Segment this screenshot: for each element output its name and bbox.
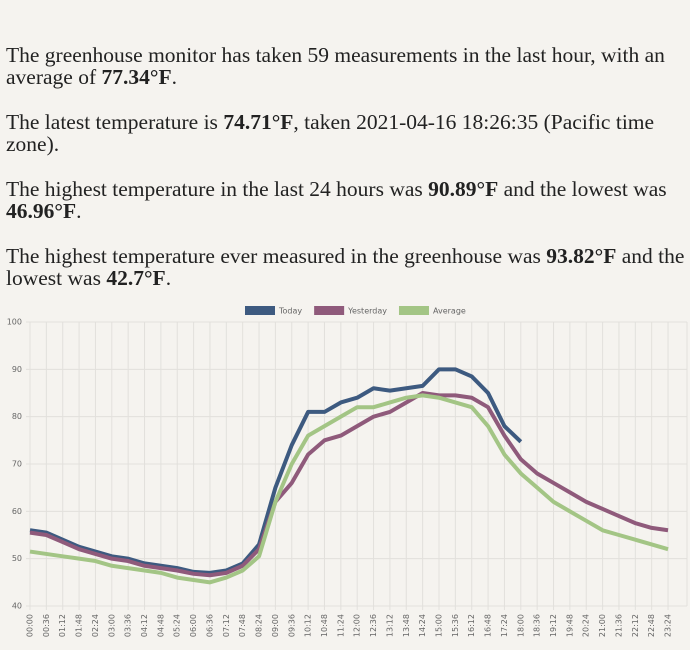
- x-tick-label: 08:24: [255, 614, 264, 637]
- x-tick-label: 21:36: [614, 614, 623, 637]
- series-line: [29, 391, 669, 578]
- summary: The greenhouse monitor has taken 59 meas…: [6, 44, 690, 312]
- x-tick-label: 15:36: [451, 614, 460, 637]
- x-tick-label: 18:36: [533, 614, 542, 637]
- y-tick-label: 40: [12, 602, 22, 611]
- x-tick-label: 12:36: [369, 614, 378, 637]
- x-tick-label: 10:12: [304, 614, 313, 637]
- chart: 40 50 60 70 80 90 100 00:00 00:36 01:12 01:48 02:24…: [7, 306, 688, 637]
- text: The latest temperature is: [6, 110, 224, 134]
- x-tick-label: 10:48: [320, 614, 329, 637]
- x-tick-label: 07:12: [222, 614, 231, 637]
- y-tick-label: 70: [12, 460, 22, 469]
- x-tick-label: 09:36: [287, 614, 296, 637]
- text: and the lowest was: [6, 244, 685, 290]
- text: The highest temperature in the last 24 h…: [6, 177, 429, 201]
- series-line: [29, 367, 523, 575]
- x-tick-label: 15:00: [435, 614, 444, 637]
- paragraph: The latest temperature is 74.71°F, taken…: [6, 111, 690, 155]
- y-tick-label: 90: [12, 365, 22, 374]
- text: .: [76, 199, 82, 223]
- text: .: [165, 266, 172, 290]
- x-tick-label: 04:12: [140, 614, 149, 637]
- text: .: [171, 65, 177, 89]
- x-tick-label: 05:24: [173, 614, 182, 637]
- y-tick-label: 60: [12, 507, 22, 516]
- x-tick-label: 20:24: [582, 614, 591, 637]
- x-tick-label: 04:48: [156, 614, 165, 637]
- x-tick-label: 06:00: [189, 614, 198, 637]
- x-tick-label: 06:36: [205, 614, 214, 637]
- x-tick-label: 09:00: [271, 614, 280, 637]
- x-tick-label: 13:12: [385, 614, 394, 637]
- x-tick-label: 01:48: [75, 614, 84, 637]
- legend-label: Today: [278, 307, 302, 316]
- x-tick-label: 03:36: [124, 614, 133, 637]
- value: 93.82°F: [546, 244, 617, 268]
- x-tick-label: 00:36: [42, 614, 51, 637]
- legend-swatch: [398, 306, 429, 315]
- paragraph: The highest temperature ever measured in…: [6, 245, 690, 289]
- x-tick-label: 03:00: [107, 614, 116, 637]
- text: The highest temperature ever measured in…: [6, 244, 547, 268]
- y-tick-label: 50: [12, 554, 22, 563]
- x-tick-label: 16:12: [467, 614, 476, 637]
- paragraph: The highest temperature in the last 24 h…: [6, 178, 690, 222]
- x-tick-label: 18:00: [516, 614, 525, 637]
- text: and the lowest was: [498, 177, 667, 201]
- y-tick-label: 100: [7, 318, 22, 327]
- x-tick-label: 01:12: [58, 614, 67, 637]
- value: 46.96°F: [6, 199, 77, 223]
- value: 42.7°F: [106, 266, 166, 290]
- x-tick-label: 23:24: [664, 614, 673, 637]
- x-tick-label: 21:00: [598, 614, 607, 637]
- legend-swatch: [245, 306, 275, 315]
- legend-swatch: [314, 306, 345, 315]
- x-tick-label: 07:48: [238, 614, 247, 637]
- legend-label: Average: [433, 307, 466, 316]
- x-tick-label: 14:24: [418, 614, 427, 637]
- paragraph: The greenhouse monitor has taken 59 meas…: [6, 44, 690, 88]
- value: 74.71°F: [223, 110, 294, 134]
- x-tick-label: 22:48: [647, 614, 656, 637]
- x-tick-label: 12:00: [353, 614, 362, 637]
- x-tick-label: 19:12: [549, 614, 558, 637]
- x-tick-label: 16:48: [484, 614, 493, 637]
- x-tick-label: 02:24: [91, 614, 100, 637]
- x-tick-label: 19:48: [565, 614, 574, 637]
- series-line: [29, 393, 669, 585]
- text: , taken 2021-04-16 18:26:35 (Pacific tim…: [6, 110, 655, 156]
- y-tick-label: 80: [12, 412, 22, 421]
- text: The greenhouse monitor has taken 59 meas…: [6, 43, 665, 89]
- x-tick-label: 00:00: [26, 614, 35, 637]
- x-tick-label: 17:24: [500, 614, 509, 637]
- value: 90.89°F: [428, 177, 499, 201]
- x-tick-label: 11:24: [336, 614, 345, 637]
- x-tick-label: 22:12: [631, 614, 640, 637]
- x-tick-label: 13:48: [402, 614, 411, 637]
- value: 77.34°F: [101, 65, 172, 89]
- legend-label: Yesterday: [347, 307, 387, 316]
